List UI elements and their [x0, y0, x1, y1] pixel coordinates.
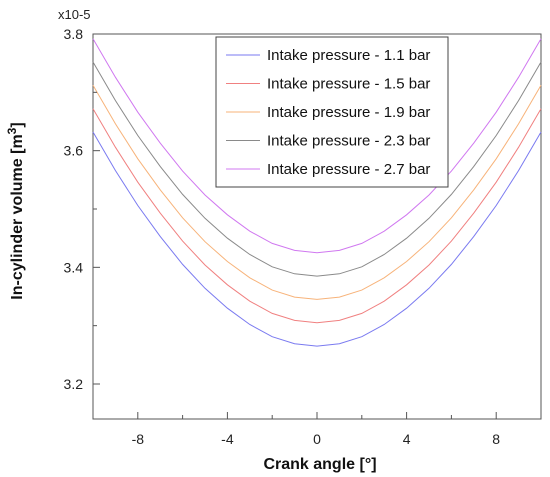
- x-axis-ticks: -8 -4 0 4 8: [92, 412, 542, 447]
- x-tick-label: -8: [132, 431, 145, 447]
- series-line-5: [92, 38, 542, 254]
- legend-entry: Intake pressure - 1.9 bar: [267, 104, 430, 121]
- x-tick-label: 8: [492, 431, 500, 447]
- series-line-2: [92, 108, 542, 324]
- x-axis-title: Crank angle [°]: [263, 456, 376, 473]
- y-tick-label: 3.4: [64, 259, 84, 275]
- legend-entry: Intake pressure - 1.5 bar: [267, 76, 430, 93]
- y-tick-label: 3.2: [64, 376, 84, 392]
- legend: Intake pressure - 1.1 bar Intake pressure…: [215, 36, 449, 188]
- y-tick-label: 3.8: [64, 26, 84, 42]
- series-line-1: [92, 131, 542, 347]
- x-tick-label: 0: [313, 431, 321, 447]
- series-layer: [92, 38, 542, 347]
- y-axis-title-end: ]: [9, 122, 26, 127]
- x-tick-label: 4: [403, 431, 411, 447]
- y-tick-label: 3.6: [64, 143, 84, 159]
- series-line-4: [92, 61, 542, 277]
- y-axis-ticks: 3.2 3.4 3.6 3.8: [64, 26, 100, 392]
- y-axis-title: In-cylinder volume [m3]: [5, 122, 26, 299]
- y-exponent-label: x10-5: [58, 7, 91, 22]
- y-axis-title-main: In-cylinder volume [m: [9, 134, 26, 299]
- legend-entry: Intake pressure - 2.3 bar: [267, 133, 430, 150]
- legend-entry: Intake pressure - 2.7 bar: [267, 161, 430, 178]
- series-line-3: [92, 85, 542, 300]
- legend-entry: Intake pressure - 1.1 bar: [267, 47, 430, 64]
- x-tick-label: -4: [221, 431, 234, 447]
- y-axis-title-superscript: 3: [5, 127, 19, 134]
